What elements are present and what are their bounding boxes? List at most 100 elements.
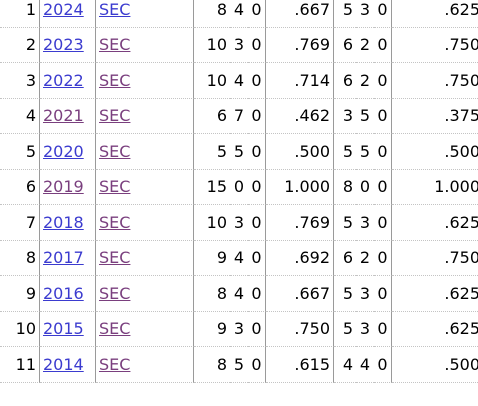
conf-losses-cell: 3: [356, 312, 374, 347]
conference-cell: SEC: [96, 240, 194, 276]
year-cell: 2017: [40, 240, 96, 276]
year-cell: 2022: [40, 63, 96, 99]
conf-ties-cell: 0: [374, 134, 392, 170]
overall-wins-cell: 9: [194, 312, 230, 347]
conf-ties-cell: 0: [374, 169, 392, 205]
conf-wins-cell: 5: [334, 134, 356, 170]
conference-link[interactable]: SEC: [99, 283, 131, 303]
overall-ties-cell: 0: [248, 205, 266, 241]
year-link[interactable]: 2018: [43, 212, 84, 232]
year-link[interactable]: 2020: [43, 141, 84, 161]
conf-losses-cell: 3: [356, 0, 374, 28]
overall-wins-cell: 10: [194, 63, 230, 99]
overall-ties-cell: 0: [248, 311, 266, 347]
rank-cell: 7: [0, 205, 40, 241]
overall-ties-cell: 0: [248, 276, 266, 312]
year-cell: 2015: [40, 311, 96, 347]
overall-pct-cell: .462: [266, 98, 334, 134]
table-row: 1 2024 SEC 8 4 0 .667 5 3 0 .625: [0, 0, 478, 28]
conf-ties-cell: 0: [374, 0, 392, 28]
conference-link[interactable]: SEC: [99, 141, 131, 161]
year-link[interactable]: 2022: [43, 70, 84, 90]
year-link[interactable]: 2019: [43, 177, 84, 197]
overall-wins-cell: 5: [194, 134, 230, 170]
overall-ties-cell: 0: [248, 27, 266, 63]
year-link[interactable]: 2017: [43, 248, 84, 268]
conference-cell: SEC: [96, 347, 194, 383]
overall-losses-cell: 3: [230, 312, 248, 347]
year-cell: 2016: [40, 276, 96, 312]
conf-wins-cell: 5: [334, 312, 356, 347]
year-link[interactable]: 2024: [43, 0, 84, 19]
conference-cell: SEC: [96, 169, 194, 205]
conf-losses-cell: 2: [356, 63, 374, 99]
overall-ties-cell: 0: [248, 169, 266, 205]
conf-ties-cell: 0: [374, 27, 392, 63]
conference-link[interactable]: SEC: [99, 319, 131, 339]
conf-losses-cell: 3: [356, 205, 374, 241]
conf-pct-cell: .750: [392, 241, 478, 276]
conf-losses-cell: 5: [356, 99, 374, 134]
conference-link[interactable]: SEC: [99, 70, 131, 90]
conf-ties-cell: 0: [374, 276, 392, 312]
table-row: 8 2017 SEC 9 4 0 .692 6 2 0 .750: [0, 240, 478, 276]
conference-cell: SEC: [96, 205, 194, 241]
conf-pct-cell: .500: [392, 134, 478, 170]
overall-ties-cell: 0: [248, 0, 266, 28]
overall-ties-cell: 0: [248, 134, 266, 170]
overall-pct-cell: .615: [266, 347, 334, 383]
conf-wins-cell: 4: [334, 347, 356, 383]
conference-link[interactable]: SEC: [99, 248, 131, 268]
overall-ties-cell: 0: [248, 98, 266, 134]
overall-pct-cell: .500: [266, 134, 334, 170]
year-cell: 2019: [40, 169, 96, 205]
overall-losses-cell: 3: [230, 205, 248, 241]
overall-pct-cell: 1.000: [266, 169, 334, 205]
year-cell: 2021: [40, 98, 96, 134]
rank-cell: 9: [0, 276, 40, 312]
year-link[interactable]: 2023: [43, 35, 84, 55]
conf-wins-cell: 5: [334, 205, 356, 241]
conf-wins-cell: 6: [334, 63, 356, 99]
year-link[interactable]: 2021: [43, 106, 84, 126]
year-link[interactable]: 2016: [43, 283, 84, 303]
table-row: 10 2015 SEC 9 3 0 .750 5 3 0 .625: [0, 311, 478, 347]
overall-losses-cell: 4: [230, 63, 248, 99]
rank-cell: 8: [0, 240, 40, 276]
conf-wins-cell: 5: [334, 276, 356, 312]
table-row: 5 2020 SEC 5 5 0 .500 5 5 0 .500: [0, 134, 478, 170]
conf-wins-cell: 6: [334, 28, 356, 63]
conference-cell: SEC: [96, 0, 194, 28]
overall-losses-cell: 4: [230, 0, 248, 28]
conference-link[interactable]: SEC: [99, 212, 131, 232]
overall-ties-cell: 0: [248, 63, 266, 99]
rank-cell: 5: [0, 134, 40, 170]
overall-wins-cell: 8: [194, 276, 230, 312]
conference-link[interactable]: SEC: [99, 106, 131, 126]
conference-cell: SEC: [96, 63, 194, 99]
rank-cell: 2: [0, 27, 40, 63]
conf-wins-cell: 6: [334, 241, 356, 276]
conference-link[interactable]: SEC: [99, 354, 131, 374]
conf-pct-cell: .625: [392, 312, 478, 347]
overall-wins-cell: 9: [194, 241, 230, 276]
conference-link[interactable]: SEC: [99, 177, 131, 197]
overall-pct-cell: .667: [266, 276, 334, 312]
overall-pct-cell: .692: [266, 240, 334, 276]
conf-wins-cell: 8: [334, 170, 356, 205]
conf-pct-cell: 1.000: [392, 170, 478, 205]
conf-losses-cell: 4: [356, 347, 374, 383]
conference-link[interactable]: SEC: [99, 0, 131, 19]
year-link[interactable]: 2015: [43, 319, 84, 339]
conf-pct-cell: .500: [392, 347, 478, 383]
rank-cell: 1: [0, 0, 40, 28]
overall-wins-cell: 8: [194, 347, 230, 383]
conf-ties-cell: 0: [374, 347, 392, 383]
conference-link[interactable]: SEC: [99, 35, 131, 55]
rank-cell: 3: [0, 63, 40, 99]
conf-ties-cell: 0: [374, 63, 392, 99]
year-link[interactable]: 2014: [43, 354, 84, 374]
year-cell: 2018: [40, 205, 96, 241]
overall-pct-cell: .667: [266, 0, 334, 28]
overall-pct-cell: .714: [266, 63, 334, 99]
